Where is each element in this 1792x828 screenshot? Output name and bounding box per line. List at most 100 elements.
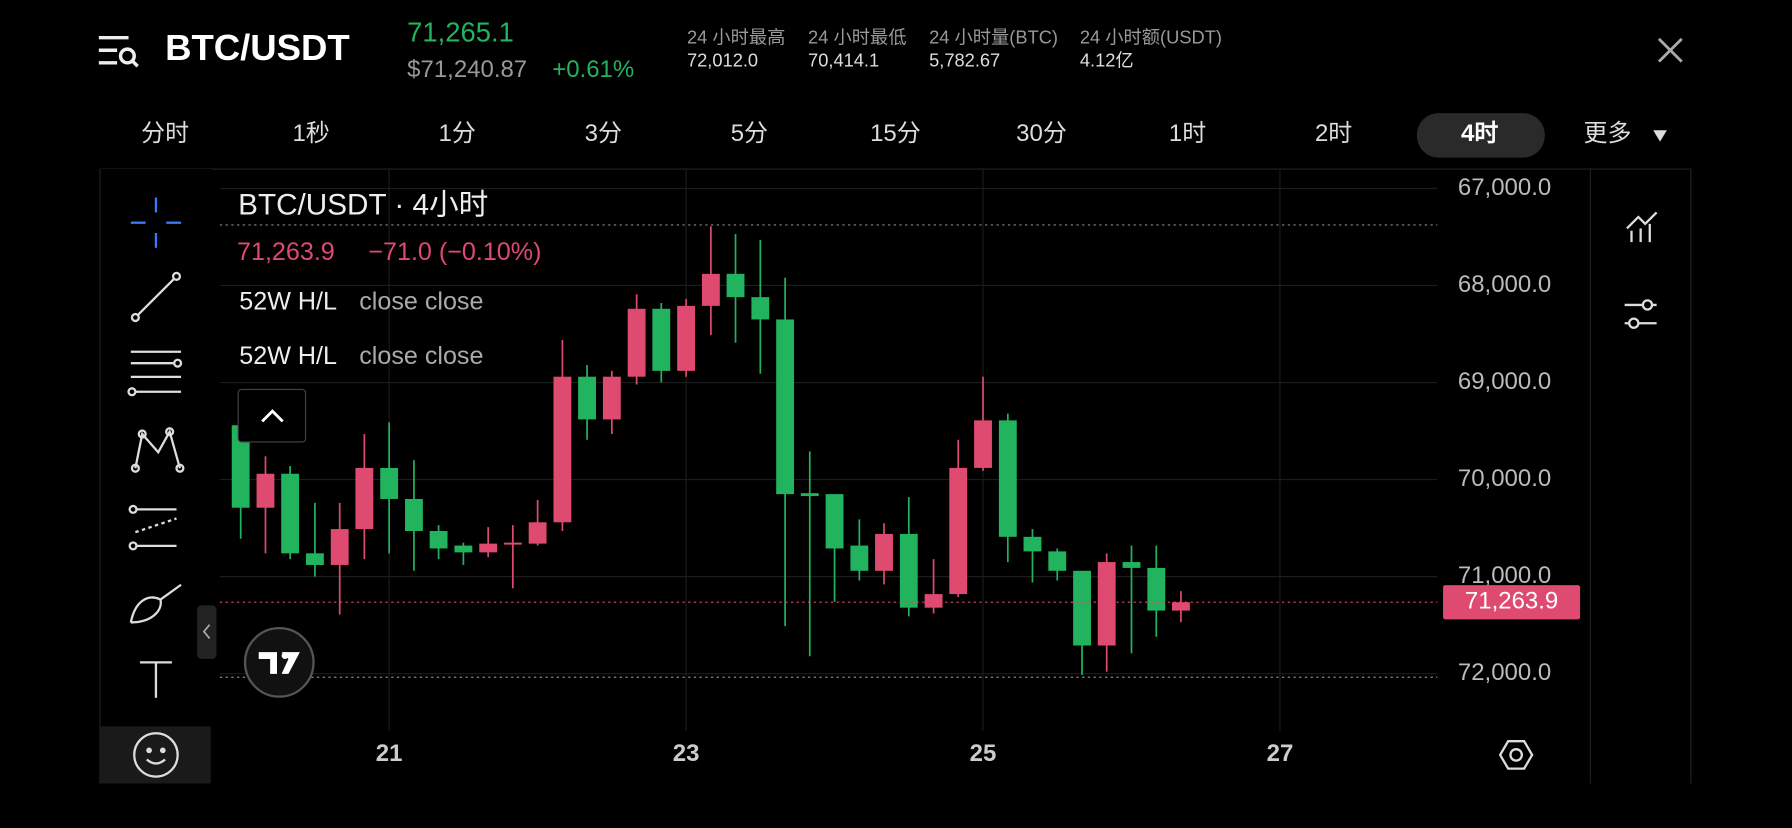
candle-body xyxy=(553,376,572,523)
active-tab-bg xyxy=(1416,113,1545,158)
candle-body xyxy=(751,297,770,320)
x-tick-label: 23 xyxy=(673,740,700,767)
candle-body xyxy=(1172,602,1190,611)
indicator-name: 52W H/L xyxy=(239,342,337,370)
last-price: 71,265.1 xyxy=(407,16,514,47)
candle-body xyxy=(701,273,720,306)
line-tool[interactable] xyxy=(130,271,182,323)
candle-body xyxy=(528,522,547,544)
legend-title: BTC/USDT · 4小时 xyxy=(238,189,488,222)
candle-body xyxy=(677,305,696,371)
brush-tool[interactable] xyxy=(129,583,182,624)
text-tool[interactable] xyxy=(139,661,172,698)
tab[interactable]: 3分 xyxy=(585,120,622,147)
candle-body xyxy=(429,531,448,549)
pattern-tool[interactable] xyxy=(130,427,185,473)
y-tick-label: 70,000.0 xyxy=(1458,465,1551,492)
indicator-params: close close xyxy=(359,342,483,370)
legend-price: 71,263.9 xyxy=(237,238,335,266)
stat-label: 24 小时额(USDT) xyxy=(1080,27,1222,48)
chart-settings[interactable] xyxy=(1498,740,1534,770)
candle-body xyxy=(1048,551,1067,571)
tabs: 分时 1秒 1分 3分 5分 15分 30分 1时 2时 4时 xyxy=(141,113,1545,158)
candle-body xyxy=(1073,570,1091,646)
indicator-params: close close xyxy=(359,287,483,315)
last-price-tag xyxy=(1443,585,1581,620)
candle-body xyxy=(1097,562,1116,646)
more-tab[interactable]: 更多 xyxy=(1584,120,1632,147)
tv-logo xyxy=(243,626,315,698)
symbol: BTC/USDT xyxy=(165,27,350,68)
stat-label: 24 小时量(BTC) xyxy=(929,27,1058,48)
stat-label: 24 小时最低 xyxy=(808,27,906,48)
candle-body xyxy=(256,473,275,508)
candle-body xyxy=(850,545,869,571)
y-tick-label: 67,000.0 xyxy=(1458,174,1551,201)
crosshair-tool[interactable] xyxy=(130,197,182,248)
close-button[interactable] xyxy=(1657,37,1683,63)
tab[interactable]: 30分 xyxy=(1016,120,1067,147)
index-price: $71,240.87 xyxy=(407,56,527,83)
candle-body xyxy=(726,273,745,298)
tab[interactable]: 1时 xyxy=(1169,120,1206,147)
candle-body xyxy=(1023,536,1042,552)
candle-body xyxy=(875,533,893,571)
stat-value: 5,782.67 xyxy=(929,49,1000,70)
y-tick-label: 69,000.0 xyxy=(1458,368,1551,395)
menu-icon[interactable] xyxy=(98,35,139,68)
indicator-name: 52W H/L xyxy=(239,287,337,315)
tab[interactable]: 5分 xyxy=(731,120,768,147)
x-tick-label: 21 xyxy=(376,740,403,767)
candle-body xyxy=(949,467,968,595)
candle-body xyxy=(776,319,795,495)
candle-body xyxy=(231,425,250,508)
emoji-tool[interactable] xyxy=(133,732,179,778)
fib-tool[interactable] xyxy=(127,350,183,397)
more-arrow xyxy=(1653,130,1667,142)
side-tab[interactable] xyxy=(197,605,217,659)
candle-body xyxy=(800,493,819,497)
change: +0.61% xyxy=(552,56,634,83)
candle-body xyxy=(899,533,918,608)
candle-body xyxy=(355,467,374,530)
tab[interactable]: 1分 xyxy=(439,120,476,147)
y-tick-label: 71,000.0 xyxy=(1458,562,1551,589)
stat-value: 72,012.0 xyxy=(687,49,758,70)
last-price-label: 71,263.9 xyxy=(1465,588,1558,615)
candle-body xyxy=(1147,567,1166,611)
candle-body xyxy=(479,543,498,553)
legend: BTC/USDT · 4小时 71,263.9 −71.0 (−0.10%) 5… xyxy=(237,189,541,371)
settings-sliders[interactable] xyxy=(1624,299,1657,329)
collapse-button[interactable] xyxy=(237,388,307,443)
candle-body xyxy=(998,420,1017,537)
indicator-icon[interactable] xyxy=(1626,211,1658,243)
candle-body xyxy=(652,308,671,371)
legend-change: −71.0 (−0.10%) xyxy=(368,238,541,266)
candle-body xyxy=(627,308,646,377)
x-tick-label: 25 xyxy=(970,740,997,767)
candle-body xyxy=(281,473,300,554)
plot: 67,000.0 68,000.0 69,000.0 70,000.0 71,000.0… xyxy=(219,169,1581,767)
candle-body xyxy=(825,494,844,549)
tab[interactable]: 4时 xyxy=(1461,120,1498,147)
tab[interactable]: 2时 xyxy=(1315,120,1352,147)
candle-body xyxy=(602,376,621,420)
y-tick-label: 72,000.0 xyxy=(1458,659,1551,686)
emoji-bg xyxy=(99,726,211,784)
candle-body xyxy=(305,553,324,565)
tab[interactable]: 15分 xyxy=(870,120,921,147)
candle-body xyxy=(380,467,399,499)
forecast-tool[interactable] xyxy=(128,504,177,551)
candle-body xyxy=(454,545,473,553)
candle-body xyxy=(330,529,349,565)
tab[interactable]: 分时 xyxy=(141,120,189,147)
stat-value: 4.12亿 xyxy=(1080,49,1134,70)
candle-body xyxy=(1122,562,1141,568)
y-tick-label: 68,000.0 xyxy=(1458,271,1551,298)
tab[interactable]: 1秒 xyxy=(292,120,329,147)
candle-body xyxy=(503,542,522,545)
stat-label: 24 小时最高 xyxy=(687,27,785,48)
